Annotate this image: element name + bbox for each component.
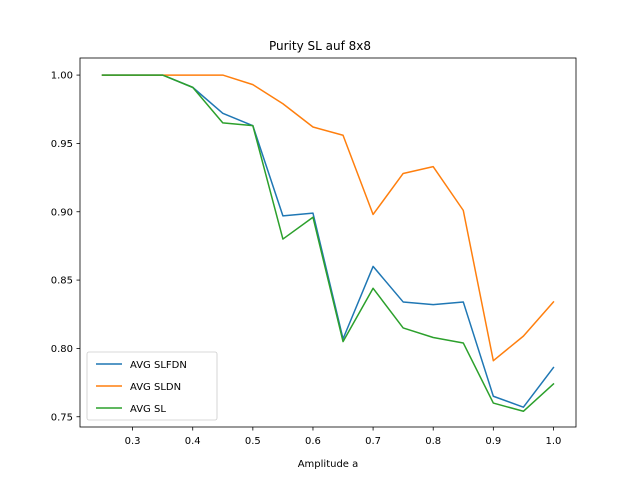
chart-title: Purity SL auf 8x8 (269, 39, 371, 53)
legend-label-avg-sl: AVG SL (130, 404, 166, 415)
y-tick-label: 0.80 (51, 344, 73, 355)
y-tick-label: 0.85 (51, 276, 73, 287)
x-axis: 0.3 0.4 0.5 0.6 0.7 0.8 0.9 1.0 (125, 427, 562, 447)
x-tick-label: 0.7 (365, 436, 381, 447)
legend-frame (86, 351, 218, 421)
y-tick-label: 1.00 (51, 71, 73, 82)
x-tick-label: 0.8 (425, 436, 441, 447)
y-tick-label: 0.75 (51, 412, 73, 423)
x-tick-label: 0.5 (245, 436, 261, 447)
series-line-avg-sldn (101, 74, 555, 362)
series-line-avg-sl (101, 74, 555, 413)
plot-frame (79, 57, 577, 428)
y-tick-label: 0.95 (51, 139, 73, 150)
x-tick-label: 0.3 (125, 436, 141, 447)
legend: AVG SLFDN AVG SLDN AVG SL (86, 351, 218, 421)
x-axis-label: Amplitude a (298, 459, 359, 470)
legend-label-avg-sldn: AVG SLDN (130, 382, 181, 393)
x-tick-label: 0.9 (485, 436, 501, 447)
x-tick-label: 1.0 (546, 436, 562, 447)
x-tick-label: 0.6 (305, 436, 321, 447)
series-layer (101, 74, 555, 413)
x-tick-label: 0.4 (185, 436, 201, 447)
y-axis: 0.75 0.80 0.85 0.90 0.95 1.00 (51, 71, 80, 423)
legend-label-avg-slfdn: AVG SLFDN (130, 360, 187, 371)
y-tick-label: 0.90 (51, 207, 73, 218)
